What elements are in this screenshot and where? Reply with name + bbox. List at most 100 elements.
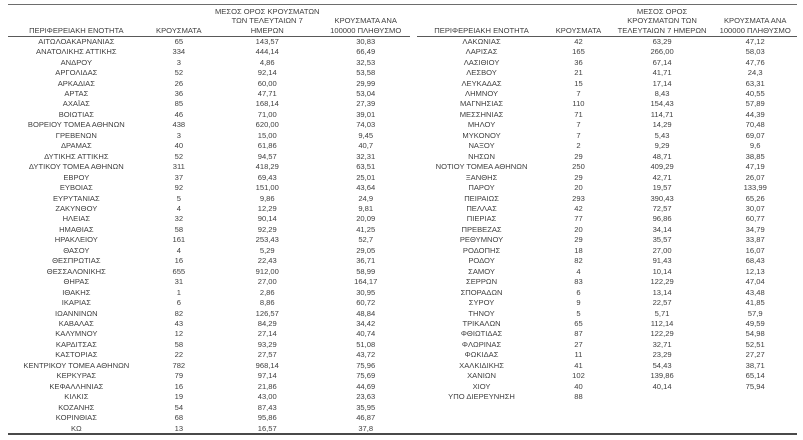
per-100k-value: 30,07 (745, 204, 765, 213)
cases-value: 4 (176, 245, 181, 255)
per-100k-value: 9,81 (358, 204, 374, 213)
avg-7day-value: 84,29 (257, 318, 277, 328)
per-100k-value: 43,48 (745, 287, 765, 297)
per-100k-value: 41,25 (356, 224, 376, 234)
per-100k-value: 60,72 (356, 298, 376, 308)
per-100k-value: 53,04 (356, 89, 376, 99)
table-row: ΙΚΑΡΙΑΣ 6 8,86 60,72 (8, 298, 410, 308)
avg-7day-value: 61,86 (257, 141, 277, 151)
avg-7day-value: 27,14 (257, 329, 277, 339)
avg-7day-value: 40,14 (652, 381, 672, 391)
cases-value: 6 (576, 287, 581, 297)
table-header-right: ΠΕΡΙΦΕΡΕΙΑΚΗ ΕΝΟΤΗΤΑ ΚΡΟΥΣΜΑΤΑ ΜΕΣΟΣ ΟΡΟ… (416, 5, 797, 37)
avg-7day-value: 14,29 (652, 120, 672, 130)
table-row: ΠΕΛΛΑΣ 42 72,57 30,07 (417, 204, 797, 214)
avg-7day-value: 97,14 (257, 371, 277, 381)
per-100k-value: 35,95 (356, 402, 376, 412)
cases-value: 9 (576, 298, 581, 308)
region-name: ΝΑΞΟΥ (468, 141, 495, 151)
table-row: ΛΕΣΒΟΥ 21 41,71 24,3 (417, 68, 797, 78)
table-row: ΑΡΚΑΔΙΑΣ 26 60,00 29,99 (8, 79, 410, 89)
cases-value: 65 (174, 36, 184, 46)
regional-cases-table-right: ΠΕΡΙΦΕΡΕΙΑΚΗ ΕΝΟΤΗΤΑ ΚΡΟΥΣΜΑΤΑ ΜΕΣΟΣ ΟΡΟ… (416, 5, 797, 403)
table-row: ΛΑΚΩΝΙΑΣ 42 63,29 47,12 (417, 36, 797, 47)
per-100k-value: 58,03 (745, 47, 765, 57)
table-row: ΦΘΙΩΤΙΔΑΣ 87 122,29 54,98 (417, 329, 797, 339)
per-100k-value: 70,48 (745, 120, 765, 130)
column-header-per-100k: ΚΡΟΥΣΜΑΤΑ ΑΝΑ 100000 ΠΛΗΘΥΣΜΟ (321, 5, 410, 37)
per-100k-value: 57,9 (747, 308, 763, 318)
avg-7day-value: 32,71 (652, 339, 672, 349)
cases-value: 20 (574, 224, 583, 234)
avg-7day-value: 9,29 (654, 141, 670, 151)
table-row: ΚΩ 13 16,57 37,8 (8, 424, 410, 434)
per-100k-value: 68,43 (745, 256, 765, 266)
region-name: ΒΟΡΕΙΟΥ ΤΟΜΕΑ ΑΘΗΝΩΝ (27, 120, 125, 130)
per-100k-value: 52,7 (358, 235, 374, 245)
region-name: ΘΗΡΑΣ (63, 277, 90, 287)
cases-value: 6 (176, 298, 181, 308)
region-name: ΝΟΤΙΟΥ ΤΟΜΕΑ ΑΘΗΝΩΝ (435, 162, 528, 172)
region-name: ΑΝΔΡΟΥ (60, 57, 93, 67)
region-name: ΠΕΙΡΑΙΩΣ (464, 193, 499, 203)
table-body-left: ΑΙΤΩΛΟΑΚΑΡΝΑΝΙΑΣ 65 143,57 30,83 ΑΝΑΤΟΛΙΚΗΣ … (8, 36, 410, 434)
per-100k-value: 48,84 (356, 308, 376, 318)
avg-7day-value: 620,00 (255, 120, 279, 130)
per-100k-value: 52,51 (745, 339, 765, 349)
per-100k-value: 39,01 (356, 109, 376, 119)
cases-value: 52 (174, 151, 184, 161)
cases-value: 7 (576, 130, 581, 140)
avg-7day-value: 27,57 (257, 350, 277, 360)
region-name: ΒΟΙΩΤΙΑΣ (58, 109, 94, 119)
region-name: ΡΕΘΥΜΝΟΥ (459, 235, 504, 245)
per-100k-value: 43,64 (356, 183, 376, 193)
cases-value: 87 (574, 329, 583, 339)
cases-value: 41 (574, 360, 583, 370)
region-name: ΠΙΕΡΙΑΣ (466, 214, 497, 224)
avg-7day-value: 12,29 (257, 204, 277, 213)
cases-value: 16 (174, 381, 184, 391)
per-100k-value: 16,07 (745, 245, 765, 255)
per-100k-value: 133,99 (743, 183, 767, 193)
cases-value: 16 (174, 256, 184, 266)
table-row: ΠΡΕΒΕΖΑΣ 20 34,14 34,79 (417, 225, 797, 235)
cases-value: 11 (574, 350, 583, 360)
table-row: ΚΑΛΥΜΝΟΥ 12 27,14 40,74 (8, 329, 410, 339)
region-name: ΖΑΚΥΝΘΟΥ (55, 204, 98, 213)
region-name: ΙΩΑΝΝΙΝΩΝ (55, 308, 98, 318)
table-row: ΚΑΡΔΙΤΣΑΣ 58 93,29 51,08 (8, 340, 410, 350)
cases-value: 165 (572, 47, 585, 57)
per-100k-value: 75,94 (745, 381, 765, 391)
avg-7day-value: 15,00 (257, 130, 277, 140)
per-100k-value: 9,6 (749, 141, 761, 151)
avg-7day-value: 22,43 (257, 256, 277, 266)
per-100k-value: 33,87 (745, 235, 765, 245)
table-row: ΥΠΟ ΔΙΕΡΕΥΝΗΣΗ 88 (417, 392, 797, 402)
cases-value: 4 (576, 266, 581, 276)
avg-7day-value: 72,57 (652, 204, 672, 213)
avg-7day-value: 47,71 (257, 89, 277, 99)
region-name: ΗΜΑΘΙΑΣ (59, 224, 94, 234)
table-row: ΣΕΡΡΩΝ 83 122,29 47,04 (417, 277, 797, 287)
avg-7day-value: 92,29 (257, 224, 277, 234)
avg-7day-value: 10,14 (652, 266, 672, 276)
header-row: ΠΕΡΙΦΕΡΕΙΑΚΗ ΕΝΟΤΗΤΑ ΚΡΟΥΣΜΑΤΑ ΜΕΣΟΣ ΟΡΟ… (8, 5, 410, 37)
table-row: ΘΕΣΣΑΛΟΝΙΚΗΣ 655 912,00 58,99 (8, 267, 410, 277)
cases-value: 29 (574, 172, 583, 182)
avg-7day-value: 2,86 (259, 287, 275, 297)
per-100k-value: 69,07 (745, 130, 765, 140)
cases-value: 42 (574, 204, 583, 213)
region-name: ΔΡΑΜΑΣ (60, 141, 92, 151)
avg-7day-value: 168,14 (255, 99, 279, 109)
cases-value: 22 (174, 350, 184, 360)
table-row: ΗΡΑΚΛΕΙΟΥ 161 253,43 52,7 (8, 235, 410, 245)
cases-value: 46 (174, 109, 184, 119)
avg-7day-value: 8,43 (654, 89, 670, 99)
table-row: ΘΑΣΟΥ 4 5,29 29,05 (8, 246, 410, 256)
cases-value: 79 (174, 371, 184, 381)
region-name: ΛΑΡΙΣΑΣ (465, 47, 498, 57)
table-row: ΑΡΤΑΣ 36 47,71 53,04 (8, 89, 410, 99)
per-100k-value: 47,19 (745, 162, 765, 172)
table-row: ΚΟΖΑΝΗΣ 54 87,43 35,95 (8, 403, 410, 413)
region-name: ΛΑΣΙΘΙΟΥ (463, 57, 500, 67)
